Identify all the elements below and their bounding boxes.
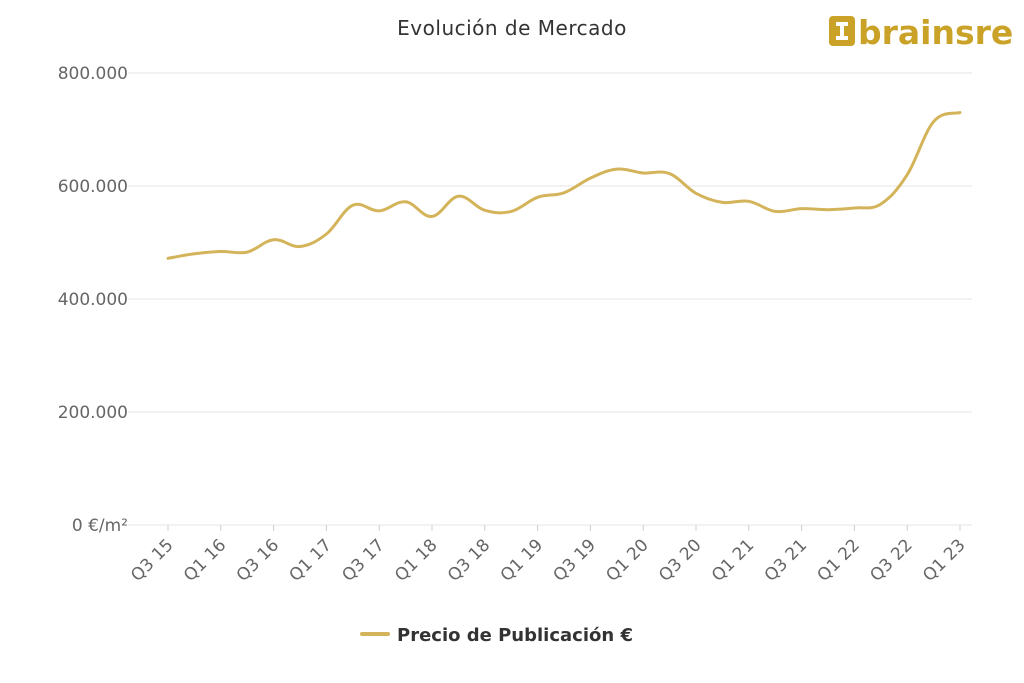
x-tick-label: Q3 16 (233, 535, 283, 585)
x-tick-label: Q3 15 (127, 535, 177, 585)
legend-label: Precio de Publicación € (397, 625, 633, 646)
y-tick-label: 600.000 (58, 177, 128, 197)
x-axis: Q3 15 Q1 16 Q3 16 Q1 17 Q3 17 Q1 18 Q3 18 Q1 19… (127, 525, 970, 586)
x-tick-label: Q1 19 (497, 535, 547, 585)
x-tick-label: Q3 22 (866, 535, 916, 585)
y-tick-label: 200.000 (58, 403, 128, 423)
x-tick-label: Q1 20 (602, 535, 652, 585)
brainsre-logo-icon (829, 16, 855, 46)
x-tick-label: Q3 19 (550, 535, 600, 585)
series-layer (166, 111, 962, 260)
series-line[interactable] (166, 111, 962, 260)
x-tick-label: Q3 18 (444, 535, 494, 585)
y-tick-label: 800.000 (58, 64, 128, 84)
x-tick-label: Q3 20 (655, 535, 705, 585)
y-axis: 0 €/m² 200.000 400.000 600.000 800.000 (58, 64, 128, 536)
x-tick-label: Q1 16 (180, 535, 230, 585)
x-tick-label: Q3 17 (338, 535, 388, 585)
grid-lines (128, 72, 972, 526)
x-tick-label: Q3 21 (761, 535, 811, 585)
legend[interactable]: Precio de Publicación € (360, 625, 633, 646)
x-tick-label: Q1 18 (391, 535, 441, 585)
x-tick-label: Q1 17 (286, 535, 336, 585)
y-tick-label: 0 €/m² (72, 516, 128, 536)
brainsre-logo: brainsre (829, 13, 1013, 52)
y-tick-label: 400.000 (58, 290, 128, 310)
logo-wordmark: brainsre (858, 13, 1013, 52)
x-tick-label: Q1 23 (919, 535, 969, 585)
chart-title: Evolución de Mercado (397, 16, 627, 40)
x-tick-label: Q1 21 (708, 535, 758, 585)
x-tick-label: Q1 22 (814, 535, 864, 585)
